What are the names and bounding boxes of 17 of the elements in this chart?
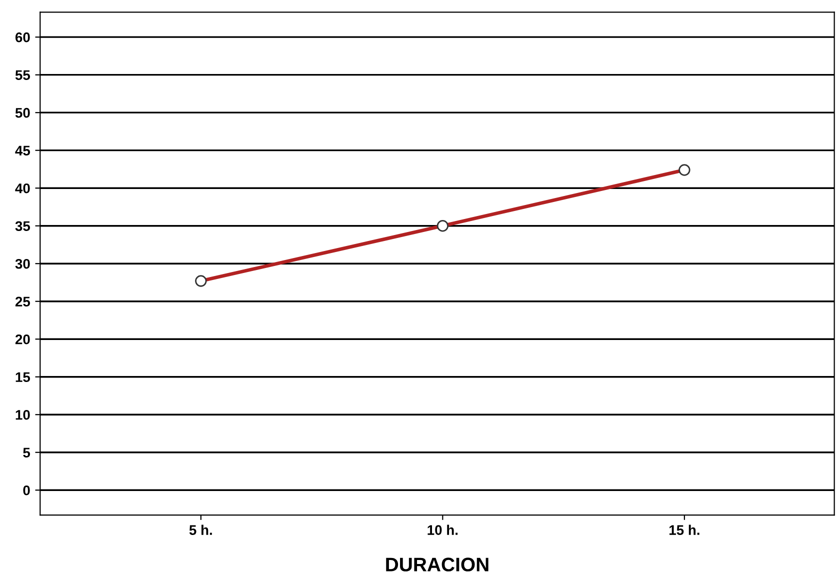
y-tick-label: 10 [16, 410, 30, 420]
x-tick-label: 15 h. [669, 524, 700, 535]
y-tick-label: 30 [15, 258, 30, 269]
y-tick-label: 20 [15, 334, 30, 344]
y-tick-label: 45 [15, 146, 30, 156]
y-tick-label: 55 [15, 70, 30, 80]
y-tick-label: 15 [16, 372, 30, 382]
x-tick-label: 10 h. [428, 524, 458, 535]
x-axis-title: DURACION [386, 558, 488, 572]
y-tick-label: 25 [15, 296, 30, 307]
x-tick-label: 5 h. [189, 524, 212, 535]
y-tick-label: 5 [23, 448, 30, 458]
y-tick-label: 35 [15, 221, 30, 232]
y-tick-label: 50 [15, 108, 30, 118]
y-tick-label: 0 [23, 485, 30, 496]
y-tick-label: 40 [15, 183, 30, 194]
y-tick-label: 60 [15, 32, 30, 42]
